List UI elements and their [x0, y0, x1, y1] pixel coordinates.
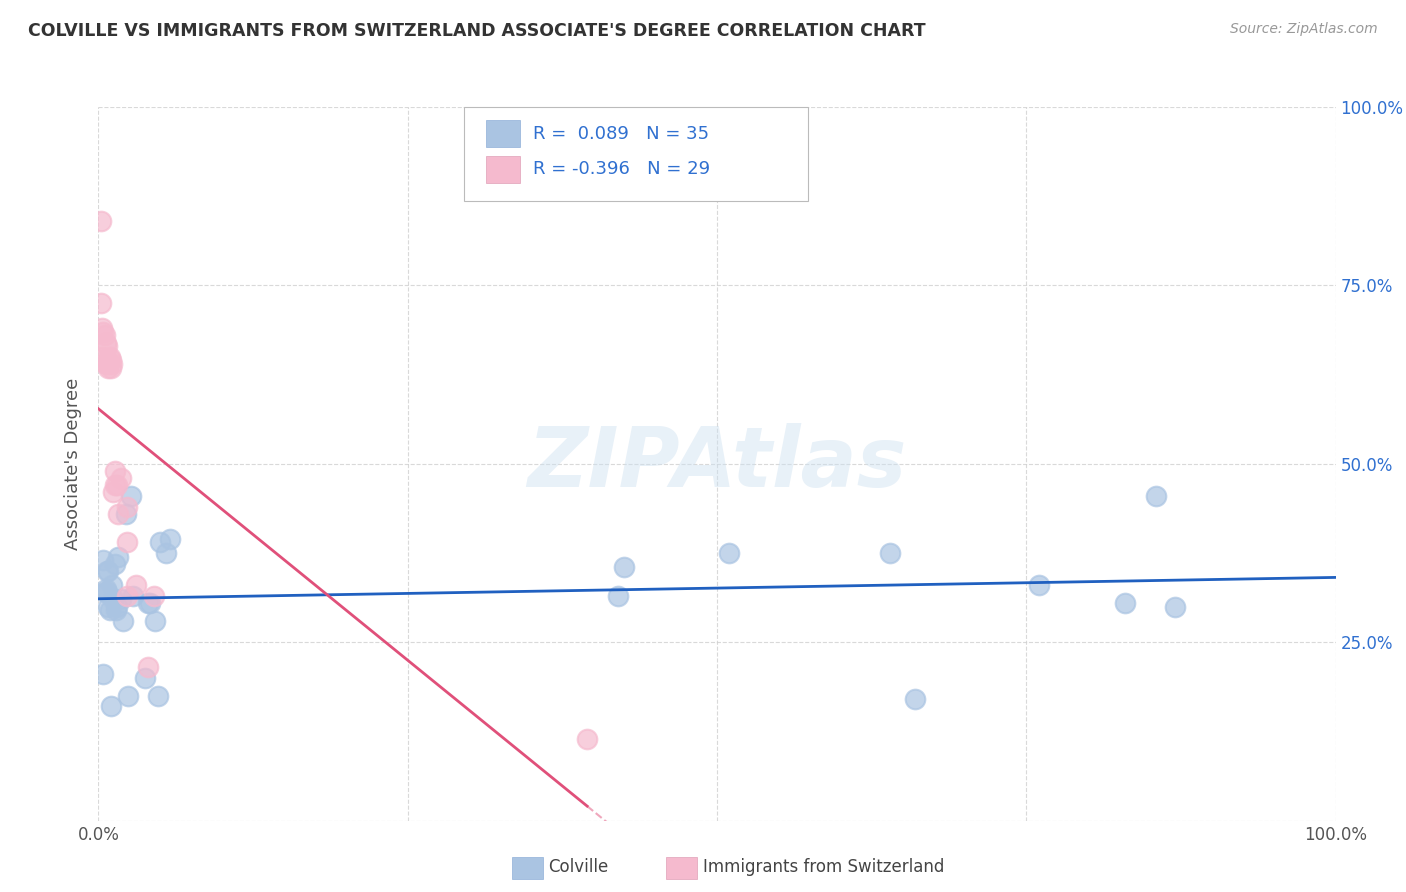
- Point: [112, 614, 135, 628]
- Point: [1114, 596, 1136, 610]
- Point: [93, 667, 115, 681]
- Point: [115, 500, 138, 514]
- Point: [1164, 599, 1187, 614]
- Point: [93, 328, 115, 343]
- Point: [103, 592, 125, 607]
- Point: [96, 339, 118, 353]
- Point: [149, 535, 172, 549]
- Text: R =  0.089   N = 35: R = 0.089 N = 35: [533, 125, 709, 143]
- Point: [110, 471, 132, 485]
- Point: [115, 589, 138, 603]
- Point: [93, 325, 115, 339]
- Point: [117, 689, 139, 703]
- Point: [91, 350, 114, 364]
- Point: [159, 532, 181, 546]
- Point: [100, 699, 122, 714]
- Point: [105, 478, 128, 492]
- Point: [103, 464, 125, 478]
- Text: Source: ZipAtlas.com: Source: ZipAtlas.com: [1230, 22, 1378, 37]
- Point: [97, 357, 120, 371]
- Point: [94, 582, 117, 596]
- Point: [93, 585, 115, 599]
- Point: [100, 353, 122, 368]
- Point: [96, 353, 118, 368]
- Point: [576, 731, 599, 746]
- Point: [96, 564, 118, 578]
- Point: [139, 596, 162, 610]
- Point: [98, 350, 121, 364]
- Point: [98, 603, 121, 617]
- Point: [97, 564, 120, 578]
- Y-axis label: Associate's Degree: Associate's Degree: [65, 377, 83, 550]
- Point: [101, 578, 124, 592]
- Point: [107, 549, 129, 564]
- Point: [110, 592, 132, 607]
- Point: [904, 692, 927, 706]
- Point: [96, 585, 118, 599]
- Point: [91, 321, 114, 335]
- Point: [94, 335, 117, 350]
- Point: [136, 596, 159, 610]
- Point: [613, 560, 636, 574]
- Point: [155, 546, 177, 560]
- Point: [100, 360, 122, 375]
- Point: [97, 360, 120, 375]
- Text: Immigrants from Switzerland: Immigrants from Switzerland: [703, 858, 945, 876]
- Point: [104, 603, 127, 617]
- Point: [105, 599, 128, 614]
- Point: [90, 214, 112, 228]
- Point: [607, 589, 630, 603]
- Point: [124, 578, 146, 592]
- Point: [101, 357, 124, 371]
- Point: [115, 535, 138, 549]
- Point: [136, 660, 159, 674]
- Point: [97, 599, 120, 614]
- Point: [94, 357, 117, 371]
- Point: [114, 507, 136, 521]
- Point: [120, 489, 142, 503]
- Point: [103, 478, 125, 492]
- Point: [122, 589, 145, 603]
- Point: [93, 553, 115, 567]
- Point: [103, 485, 125, 500]
- Point: [134, 671, 156, 685]
- Point: [103, 557, 125, 571]
- Point: [90, 296, 112, 310]
- Text: COLVILLE VS IMMIGRANTS FROM SWITZERLAND ASSOCIATE'S DEGREE CORRELATION CHART: COLVILLE VS IMMIGRANTS FROM SWITZERLAND …: [28, 22, 925, 40]
- Point: [146, 689, 169, 703]
- Text: Colville: Colville: [548, 858, 609, 876]
- Point: [143, 614, 166, 628]
- Point: [143, 589, 166, 603]
- Text: R = -0.396   N = 29: R = -0.396 N = 29: [533, 161, 710, 178]
- Text: ZIPAtlas: ZIPAtlas: [527, 424, 907, 504]
- Point: [718, 546, 741, 560]
- Point: [107, 507, 129, 521]
- Point: [1144, 489, 1167, 503]
- Point: [1028, 578, 1050, 592]
- Point: [879, 546, 901, 560]
